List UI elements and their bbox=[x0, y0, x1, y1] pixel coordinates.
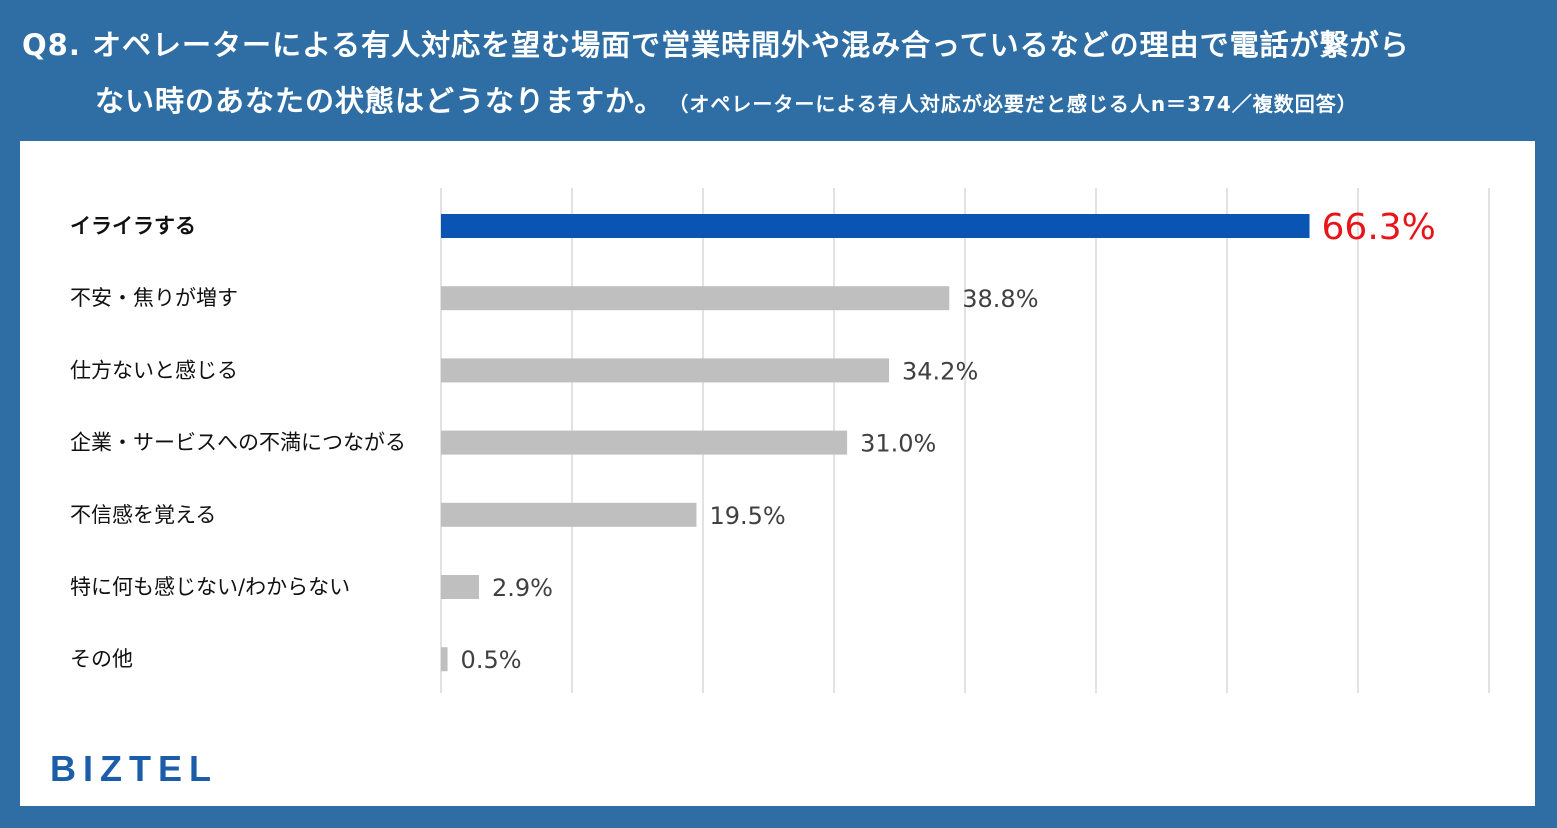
bar bbox=[441, 430, 848, 455]
category-label: その他 bbox=[70, 647, 133, 671]
category-label: 不信感を覚える bbox=[70, 503, 216, 527]
bar-chart: イライラする 66.3% 不安・焦りが増す 38.8% 仕方ないと感じる 34.2% 企業・… bbox=[70, 188, 1490, 693]
value-label: 38.8% bbox=[962, 285, 1038, 313]
question-line-1: Q8. オペレーターによる有人対応を望む場面で営業時間外や混み合っているなどの理… bbox=[22, 28, 1410, 62]
category-label: イライラする bbox=[70, 214, 196, 238]
bar bbox=[441, 575, 479, 599]
bar bbox=[441, 358, 890, 383]
value-label: 31.0% bbox=[860, 430, 936, 458]
chart-panel: イライラする 66.3% 不安・焦りが増す 38.8% 仕方ないと感じる 34.2% 企業・… bbox=[20, 141, 1535, 806]
category-label: 仕方ないと感じる bbox=[70, 358, 238, 382]
bar bbox=[441, 286, 950, 311]
bar bbox=[441, 647, 448, 672]
value-label: 66.3% bbox=[1322, 207, 1436, 248]
question-line-2: ない時のあなたの状態はどうなりますか。 （オペレーターによる有人対応が必要だと感じ… bbox=[95, 78, 1358, 120]
biztel-logo: BIZTEL bbox=[50, 748, 218, 789]
value-label: 2.9% bbox=[492, 574, 553, 602]
sample-note: （オペレーターによる有人対応が必要だと感じる人n＝374／複数回答） bbox=[678, 92, 1358, 116]
value-label: 19.5% bbox=[709, 502, 785, 530]
bar bbox=[441, 214, 1310, 238]
value-label: 34.2% bbox=[902, 357, 978, 385]
bar bbox=[441, 502, 697, 527]
category-label: 企業・サービスへの不満につながる bbox=[70, 431, 406, 455]
category-label: 特に何も感じない/わからない bbox=[70, 575, 350, 599]
chart-header: Q8. オペレーターによる有人対応を望む場面で営業時間外や混み合っているなどの理… bbox=[0, 0, 1557, 140]
category-label: 不安・焦りが増す bbox=[70, 286, 238, 310]
value-label: 0.5% bbox=[461, 646, 522, 674]
question-line-2-text: ない時のあなたの状態はどうなりますか。 bbox=[95, 84, 665, 118]
